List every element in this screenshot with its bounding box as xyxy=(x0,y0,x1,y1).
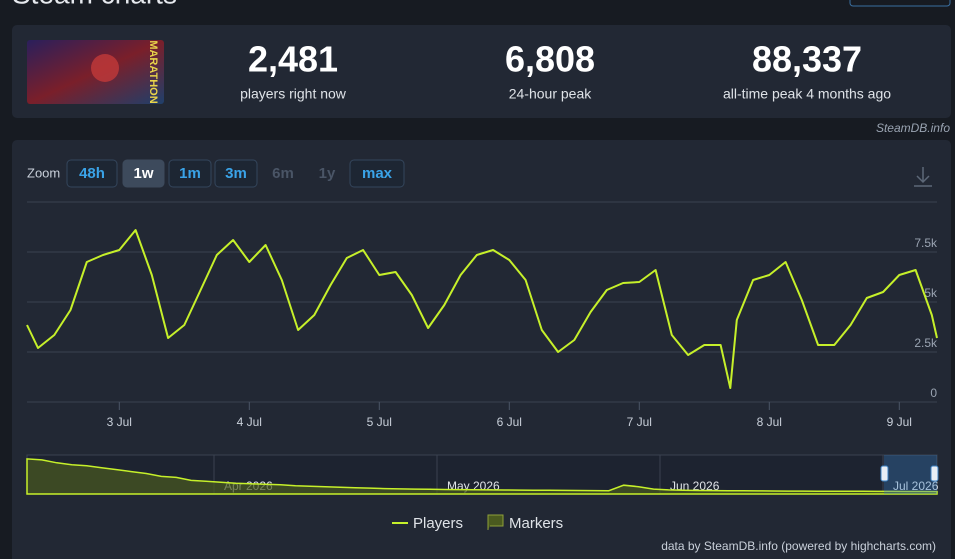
chart-credit: data by SteamDB.info (powered by highcha… xyxy=(661,539,936,553)
x-tick-label: 3 Jul xyxy=(107,415,132,429)
series-line xyxy=(26,229,938,389)
zoom-button-label: max xyxy=(362,165,393,182)
navigator-handle[interactable] xyxy=(880,465,889,482)
zoom-button-label: 3m xyxy=(225,165,247,182)
stats-card xyxy=(12,25,951,118)
stat-value: 88,337 xyxy=(752,39,862,80)
x-tick-label: 7 Jul xyxy=(627,415,652,429)
zoom-button-label: 1m xyxy=(179,165,201,182)
stat-value: 2,481 xyxy=(248,39,338,80)
stat-label: 24-hour peak xyxy=(509,86,593,102)
legend-label[interactable]: Players xyxy=(413,515,463,532)
navigator-area xyxy=(26,458,938,495)
stat-label: all-time peak 4 months ago xyxy=(723,86,891,102)
y-tick-label: 2.5k xyxy=(914,336,938,350)
page-title: Steam charts xyxy=(12,0,177,9)
legend-marker-icon xyxy=(487,514,504,530)
y-tick-label: 5k xyxy=(924,286,938,300)
thumbnail-text: MARATHON xyxy=(147,40,159,103)
header-button[interactable] xyxy=(849,0,951,7)
navigator-handle[interactable] xyxy=(930,465,939,482)
zoom-button[interactable] xyxy=(349,159,405,188)
zoom-button[interactable] xyxy=(168,159,212,188)
zoom-button-label: 1w xyxy=(133,165,153,182)
zoom-button-label: 1y xyxy=(319,165,336,182)
zoom-button[interactable] xyxy=(66,159,118,188)
download-icon[interactable] xyxy=(914,167,932,187)
zoom-button[interactable] xyxy=(214,159,258,188)
stat-label: players right now xyxy=(240,86,347,102)
x-tick-label: 6 Jul xyxy=(497,415,522,429)
navigator-selection xyxy=(884,455,937,494)
x-tick-label: 5 Jul xyxy=(367,415,392,429)
x-tick-label: 4 Jul xyxy=(237,415,262,429)
navigator-label: Jul 2026 xyxy=(893,479,939,493)
zoom-button[interactable] xyxy=(122,159,165,188)
zoom-label: Zoom xyxy=(27,165,60,180)
x-tick-label: 9 Jul xyxy=(887,415,912,429)
stats-source: SteamDB.info xyxy=(876,121,950,135)
y-tick-label: 0 xyxy=(930,386,937,400)
y-tick-label: 7.5k xyxy=(914,236,938,250)
legend-label[interactable]: Markers xyxy=(509,515,563,532)
stat-value: 6,808 xyxy=(505,39,595,80)
chart-card xyxy=(12,140,951,559)
zoom-button-label: 6m xyxy=(272,165,294,182)
thumbnail-art xyxy=(91,54,119,82)
zoom-button-label: 48h xyxy=(79,165,105,182)
x-tick-label: 8 Jul xyxy=(757,415,782,429)
